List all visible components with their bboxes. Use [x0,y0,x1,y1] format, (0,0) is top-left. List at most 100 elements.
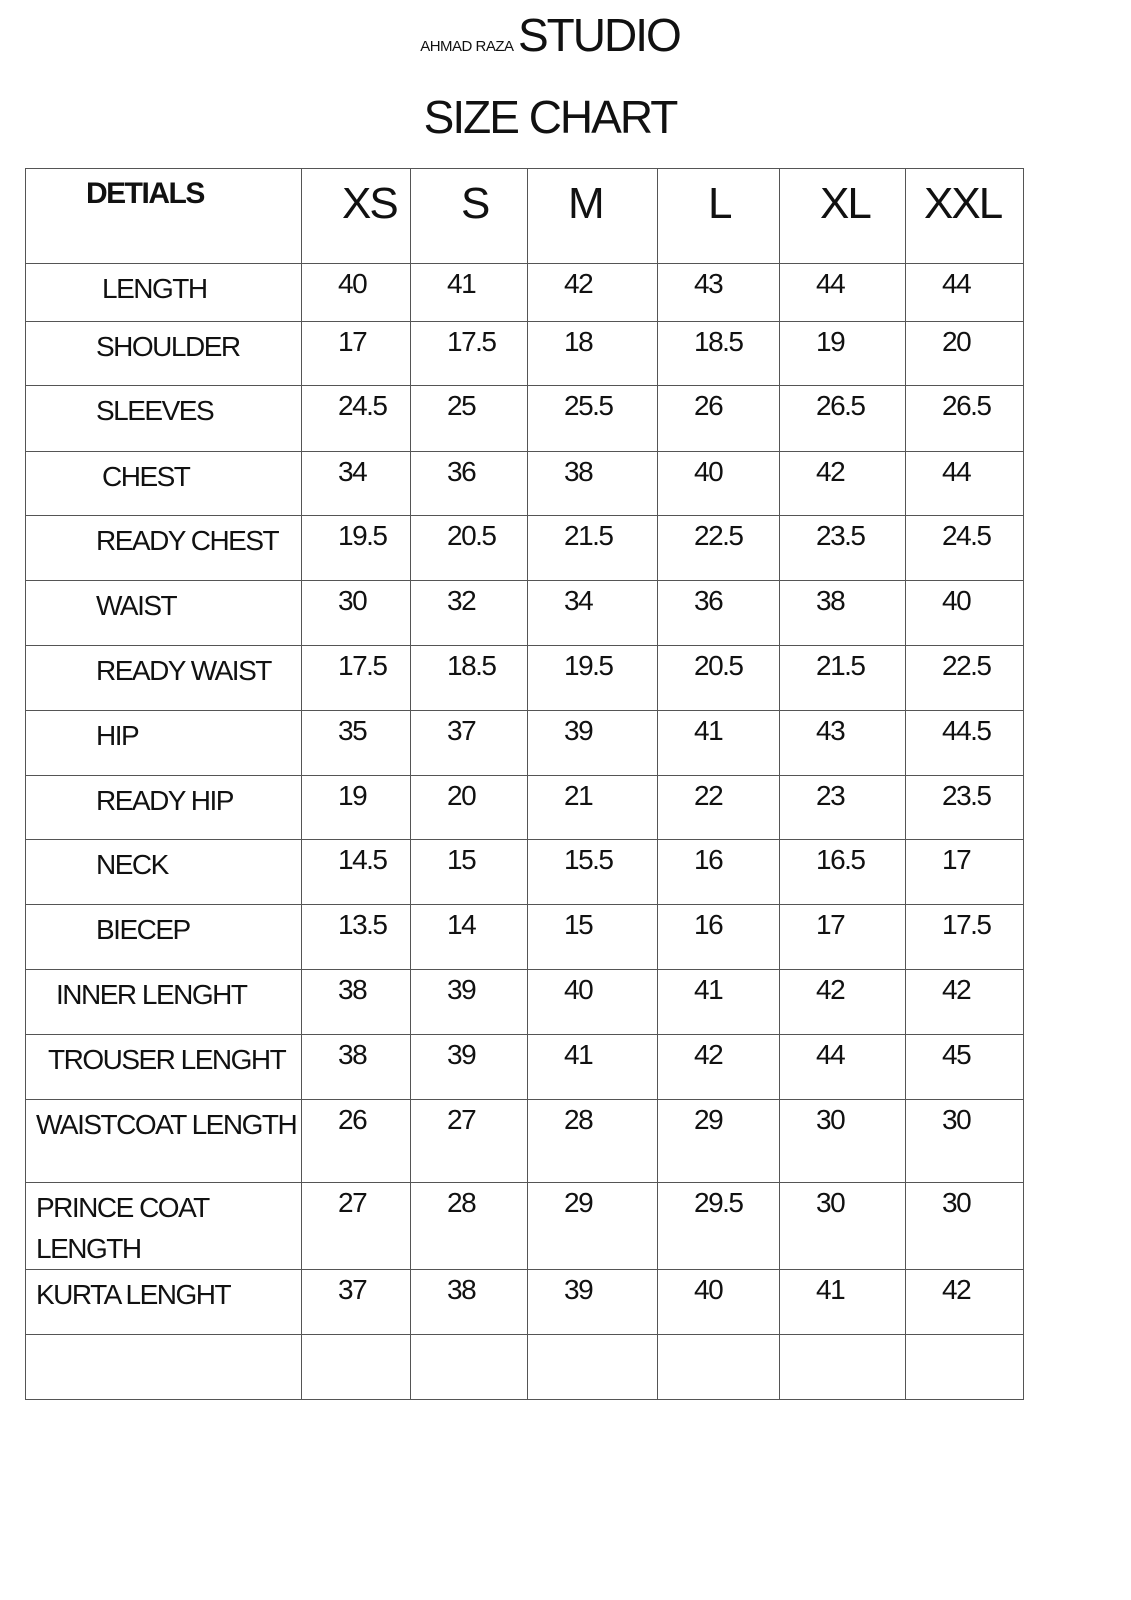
row-label: READY CHEST [25,515,302,581]
size-value-xxl: 26.5 [905,385,1024,452]
row-label: KURTA LENGHT [25,1269,302,1335]
size-value-l: 20.5 [657,645,780,711]
size-value-l [657,1334,780,1400]
size-value-l: 36 [657,580,780,646]
size-value-xl: 30 [779,1182,906,1270]
size-value-xs: 19 [301,775,411,840]
size-value-xl: 16.5 [779,839,906,905]
size-value-m: 40 [527,969,658,1035]
size-value-xxl: 20 [905,321,1024,386]
size-value-l: 40 [657,451,780,516]
size-value-l: 18.5 [657,321,780,386]
size-value-m: 39 [527,710,658,776]
row-label: INNER LENGHT [25,969,302,1035]
table-row: PRINCE COAT LENGTH 27 28 29 29.5 30 30 [25,1182,1024,1270]
size-value-s: 37 [410,710,528,776]
table-row: KURTA LENGHT 37 38 39 40 41 42 [25,1269,1024,1335]
size-value-s: 20 [410,775,528,840]
size-value-s: 41 [410,263,528,322]
size-value-xl: 44 [779,263,906,322]
size-value-l: 41 [657,969,780,1035]
row-label: SHOULDER [25,321,302,386]
row-label: READY WAIST [25,645,302,711]
size-value-l: 43 [657,263,780,322]
size-value-xs: 24.5 [301,385,411,452]
size-value-m: 21.5 [527,515,658,581]
row-label: CHEST [25,451,302,516]
size-value-xs: 30 [301,580,411,646]
table-row: BIECEP 13.5 14 15 16 17 17.5 [25,904,1024,970]
brand-header: AHMAD RAZA STUDIO [0,8,1100,62]
size-value-s: 39 [410,1034,528,1100]
size-value-s: 20.5 [410,515,528,581]
row-label: SLEEVES [25,385,302,452]
size-value-l: 41 [657,710,780,776]
size-value-m: 25.5 [527,385,658,452]
size-value-xs: 38 [301,969,411,1035]
row-label [25,1334,302,1400]
row-label: NECK [25,839,302,905]
table-row: LENGTH 40 41 42 43 44 44 [25,263,1024,322]
size-value-xl: 23 [779,775,906,840]
row-label: HIP [25,710,302,776]
size-value-s: 39 [410,969,528,1035]
size-value-l: 29.5 [657,1182,780,1270]
size-value-xs: 38 [301,1034,411,1100]
size-value-xs [301,1334,411,1400]
size-value-xs: 17 [301,321,411,386]
size-value-l: 42 [657,1034,780,1100]
table-row: READY CHEST 19.5 20.5 21.5 22.5 23.5 24.5 [25,515,1024,581]
row-label: PRINCE COAT LENGTH [25,1182,302,1270]
size-value-xxl: 22.5 [905,645,1024,711]
size-value-xl: 23.5 [779,515,906,581]
size-value-l: 29 [657,1099,780,1183]
size-value-xs: 17.5 [301,645,411,711]
size-value-xxl: 30 [905,1099,1024,1183]
size-value-xl: 26.5 [779,385,906,452]
size-value-xxl: 40 [905,580,1024,646]
size-value-xs: 34 [301,451,411,516]
size-header-m: M [527,168,658,264]
table-row: READY HIP 19 20 21 22 23 23.5 [25,775,1024,840]
table-row: WAIST 30 32 34 36 38 40 [25,580,1024,646]
size-value-xl [779,1334,906,1400]
size-value-xxl: 42 [905,1269,1024,1335]
table-row [25,1334,1024,1400]
size-value-l: 16 [657,904,780,970]
size-value-m [527,1334,658,1400]
size-value-xs: 27 [301,1182,411,1270]
row-label: LENGTH [25,263,302,322]
size-value-xl: 38 [779,580,906,646]
size-value-m: 15.5 [527,839,658,905]
size-value-l: 40 [657,1269,780,1335]
size-value-m: 18 [527,321,658,386]
size-value-m: 41 [527,1034,658,1100]
size-value-xxl: 24.5 [905,515,1024,581]
size-value-s: 38 [410,1269,528,1335]
size-value-xxl: 23.5 [905,775,1024,840]
table-row: INNER LENGHT 38 39 40 41 42 42 [25,969,1024,1035]
size-header-xxl: XXL [905,168,1024,264]
size-value-xxl: 45 [905,1034,1024,1100]
table-row: WAISTCOAT LENGTH 26 27 28 29 30 30 [25,1099,1024,1183]
row-label: TROUSER LENGHT [25,1034,302,1100]
size-value-xxl: 44.5 [905,710,1024,776]
size-header-xl: XL [779,168,906,264]
size-value-s: 32 [410,580,528,646]
size-value-xl: 21.5 [779,645,906,711]
table-row: SLEEVES 24.5 25 25.5 26 26.5 26.5 [25,385,1024,452]
size-value-m: 15 [527,904,658,970]
size-value-l: 26 [657,385,780,452]
size-value-l: 22.5 [657,515,780,581]
size-value-l: 22 [657,775,780,840]
size-value-xxl: 17.5 [905,904,1024,970]
size-value-xxl: 30 [905,1182,1024,1270]
size-value-s: 25 [410,385,528,452]
header-row: DETIALS XS S M L XL XXL [25,168,1024,264]
size-value-xs: 19.5 [301,515,411,581]
size-value-m: 34 [527,580,658,646]
size-header-l: L [657,168,780,264]
size-value-xl: 43 [779,710,906,776]
row-label: READY HIP [25,775,302,840]
brand-prefix: AHMAD RAZA [420,38,514,55]
